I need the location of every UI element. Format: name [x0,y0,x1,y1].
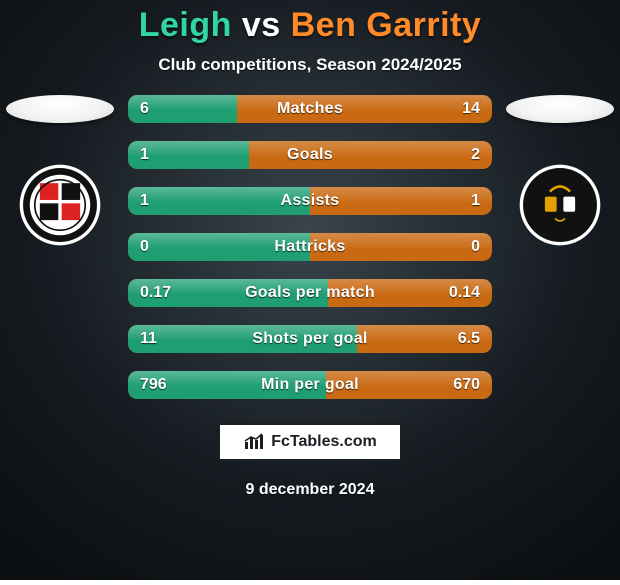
bar-left-value: 0 [140,238,149,256]
player1-club-badge [18,163,102,247]
bar-label: Assists [280,192,339,210]
bar-left-value: 11 [140,330,157,348]
bar-right-value: 2 [471,146,480,164]
stat-bars: 6 Matches 14 1 Goals 2 1 Assists 1 0 Hattricks 0 0.1… [120,93,500,399]
title-player1: Leigh [139,6,232,44]
bar-right-value: 0 [471,238,480,256]
comparison-area: 6 Matches 14 1 Goals 2 1 Assists 1 0 Hattricks 0 0.1… [0,93,620,399]
stat-bar: 6 Matches 14 [128,95,492,123]
right-column [500,93,620,247]
title-vs: vs [242,6,281,44]
date-text: 9 december 2024 [246,481,375,499]
bar-left-value: 1 [140,192,149,210]
stat-bar: 1 Assists 1 [128,187,492,215]
player1-photo-placeholder [6,95,114,123]
bar-left-value: 6 [140,100,149,118]
stat-bar: 796 Min per goal 670 [128,371,492,399]
bar-left-value: 1 [140,146,149,164]
player2-photo-placeholder [506,95,614,123]
stat-bar: 0.17 Goals per match 0.14 [128,279,492,307]
subtitle: Club competitions, Season 2024/2025 [158,55,461,75]
bar-label: Matches [277,100,343,118]
bar-label: Min per goal [261,376,359,394]
player2-club-badge [518,163,602,247]
site-logo-text: FcTables.com [271,433,377,451]
bar-label: Shots per goal [252,330,367,348]
bar-label: Goals [287,146,333,164]
bar-left-value: 0.17 [140,284,171,302]
title-player2: Ben Garrity [291,6,482,44]
bar-right-value: 1 [471,192,480,210]
left-column [0,93,120,247]
page-title: Leigh vs Ben Garrity [139,6,482,45]
bar-right-value: 14 [462,100,480,118]
bar-label: Goals per match [245,284,375,302]
bar-right-value: 0.14 [449,284,480,302]
stat-bar: 1 Goals 2 [128,141,492,169]
chart-icon [243,433,265,451]
stat-bar: 11 Shots per goal 6.5 [128,325,492,353]
bar-right-value: 6.5 [458,330,480,348]
bar-left-value: 796 [140,376,167,394]
bar-label: Hattricks [274,238,345,256]
site-logo: FcTables.com [218,423,402,461]
bar-right-value: 670 [453,376,480,394]
stat-bar: 0 Hattricks 0 [128,233,492,261]
